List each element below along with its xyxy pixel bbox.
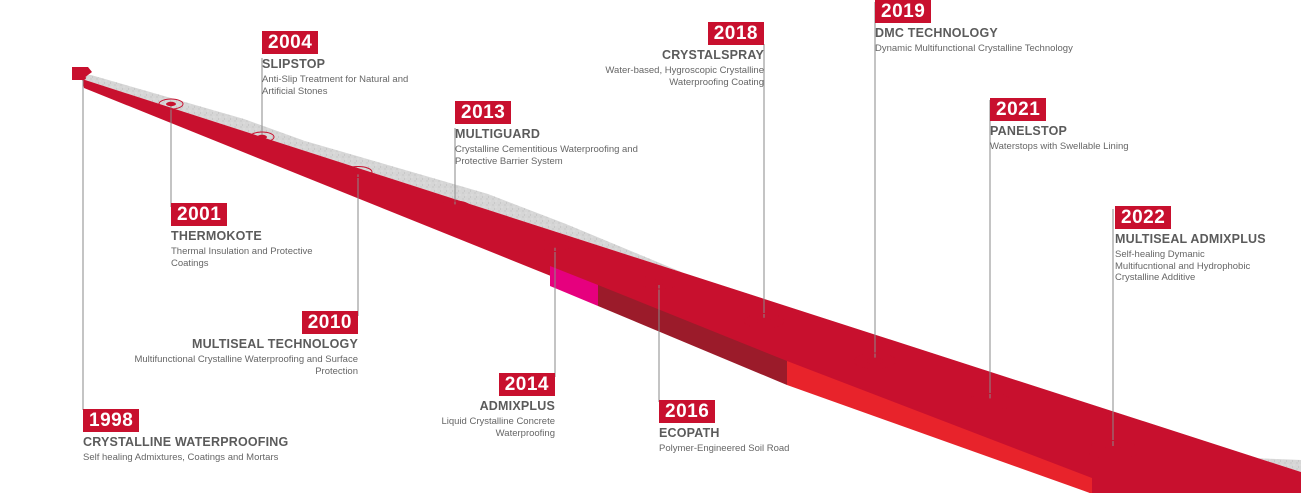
- milestone-description: Self-healing Dymanic Multifucntional and…: [1115, 249, 1251, 283]
- milestone-2022: 2022 MULTISEAL ADMIXPLUS Self-healing Dy…: [1115, 206, 1290, 284]
- year-badge: 2022: [1115, 206, 1172, 229]
- year-badge: 2004: [262, 31, 319, 54]
- milestone-2010: 2010 MULTISEAL TECHNOLOGY Multifunctiona…: [118, 311, 358, 377]
- marker-2013: [439, 200, 471, 214]
- milestone-title: MULTISEAL TECHNOLOGY: [191, 337, 358, 351]
- year-badge: 2001: [171, 203, 228, 226]
- milestone-title: ECOPATH: [659, 426, 720, 440]
- milestone-description: Polymer-Engineered Soil Road: [659, 443, 790, 454]
- milestone-2001: 2001 THERMOKOTE Thermal Insulation and P…: [171, 203, 341, 269]
- year-badge: 1998: [83, 409, 140, 432]
- start-flag-icon: [72, 67, 92, 80]
- road-edge-red: [82, 79, 1301, 493]
- marker-2014: [537, 238, 573, 252]
- marker-2019: [853, 352, 897, 370]
- timeline-markers: [80, 76, 1140, 460]
- year-badge: 2021: [990, 98, 1047, 121]
- milestone-title: MULTIGUARD: [455, 127, 541, 141]
- milestone-title: THERMOKOTE: [171, 229, 262, 243]
- milestone-description: Anti-Slip Treatment for Natural and Arti…: [262, 74, 409, 97]
- marker-2022: [1086, 440, 1140, 460]
- milestone-description: Self healing Admixtures, Coatings and Mo…: [83, 452, 279, 463]
- milestone-description: Waterstops with Swellable Lining: [990, 141, 1129, 152]
- year-badge: 2016: [659, 400, 716, 423]
- milestone-2016: 2016 ECOPATH Polymer-Engineered Soil Roa…: [659, 400, 859, 455]
- milestone-description: Liquid Crystalline Concrete Waterproofin…: [441, 416, 555, 439]
- milestone-2018: 2018 CRYSTALSPRAY Water-based, Hygroscop…: [584, 22, 764, 88]
- milestone-description: Multifunctional Crystalline Waterproofin…: [134, 354, 358, 377]
- milestone-title: PANELSTOP: [990, 124, 1068, 138]
- year-badge: 2018: [707, 22, 764, 45]
- milestone-description: Dynamic Multifunctional Crystalline Tech…: [875, 43, 1073, 54]
- milestone-description: Thermal Insulation and Protective Coatin…: [171, 246, 313, 269]
- road-edge-brightred: [787, 361, 1092, 493]
- milestone-1998: 1998 CRYSTALLINE WATERPROOFING Self heal…: [83, 409, 413, 464]
- road-edge-darkred: [598, 285, 787, 385]
- marker-2010: [343, 166, 373, 178]
- marker-2016: [639, 274, 679, 290]
- milestone-title: SLIPSTOP: [262, 57, 326, 71]
- milestone-title: CRYSTALLINE WATERPROOFING: [83, 435, 289, 449]
- milestone-2013: 2013 MULTIGUARD Crystalline Cementitious…: [455, 101, 665, 167]
- milestone-description: Water-based, Hygroscopic Crystalline Wat…: [605, 65, 764, 88]
- marker-1998: [80, 76, 86, 80]
- marker-2004: [249, 131, 275, 143]
- marker-2021: [966, 393, 1014, 411]
- milestone-title: CRYSTALSPRAY: [662, 48, 764, 62]
- road-edge-magenta: [550, 266, 598, 306]
- milestone-2019: 2019 DMC TECHNOLOGY Dynamic Multifunctio…: [875, 0, 1135, 55]
- milestone-2021: 2021 PANELSTOP Waterstops with Swellable…: [990, 98, 1190, 153]
- leader-lines: [82, 2, 1114, 450]
- year-badge: 2013: [455, 101, 512, 124]
- milestone-2014: 2014 ADMIXPLUS Liquid Crystalline Concre…: [395, 373, 555, 439]
- marker-2018: [743, 313, 785, 329]
- road-surface: [82, 75, 1301, 472]
- milestone-title: DMC TECHNOLOGY: [875, 26, 998, 40]
- milestone-2004: 2004 SLIPSTOP Anti-Slip Treatment for Na…: [262, 31, 437, 97]
- marker-2001: [158, 98, 184, 110]
- year-badge: 2014: [498, 373, 555, 396]
- year-badge: 2019: [875, 0, 932, 23]
- milestone-description: Crystalline Cementitious Waterproofing a…: [455, 144, 638, 167]
- year-badge: 2010: [301, 311, 358, 334]
- milestone-title: MULTISEAL ADMIXPLUS: [1115, 232, 1266, 246]
- milestone-title: ADMIXPLUS: [479, 399, 555, 413]
